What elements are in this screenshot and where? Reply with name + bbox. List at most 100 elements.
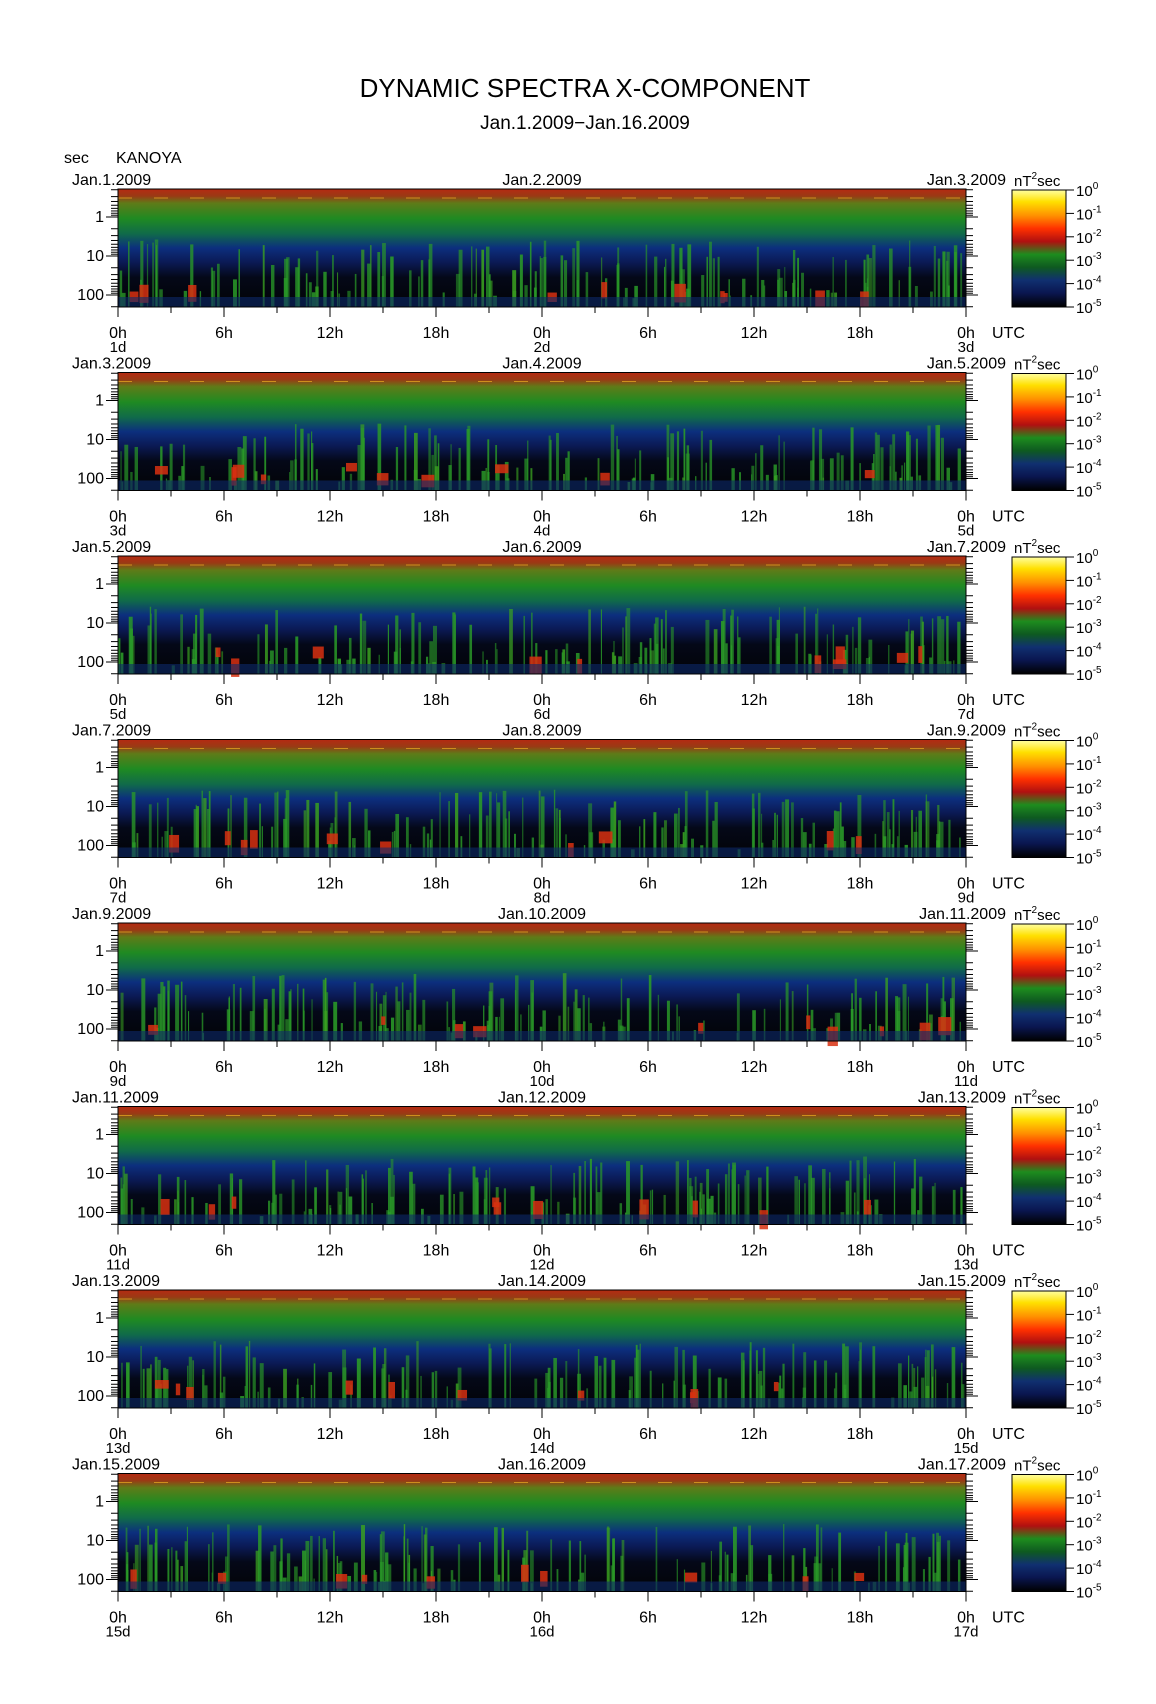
colorbar-tick-label: 10-5: [1076, 665, 1102, 684]
colorbar: [1011, 373, 1067, 491]
x-axis-ticks: [117, 1591, 967, 1602]
x-axis-ticks: [117, 307, 967, 317]
colorbar-unit: nT2sec: [1014, 171, 1061, 190]
x-tick-label: 0h: [109, 1243, 127, 1260]
colorbar-tick-label: 10-1: [1076, 388, 1102, 407]
y-tick-label: 10: [86, 1533, 104, 1550]
colorbar-unit: nT2sec: [1014, 905, 1061, 924]
x-unit-label: UTC: [992, 509, 1025, 526]
panel-day-right: 7d: [958, 706, 975, 723]
x-tick-label: 0h: [109, 509, 127, 526]
panel-day-left: 5d: [110, 706, 127, 723]
y-axis-ticks: [106, 1290, 978, 1409]
station-label: KANOYA: [116, 150, 182, 167]
colorbar: [1011, 1107, 1067, 1225]
panel-date-left: Jan.9.2009: [72, 906, 151, 923]
panels-container: Jan.1.2009 Jan.2.2009 Jan.3.2009 nT2sec 1 10 1…: [72, 171, 1102, 1641]
panel-date-right: Jan.17.2009: [918, 1457, 1006, 1474]
x-axis-ticks: [117, 1041, 967, 1051]
x-tick-label: 0h: [957, 509, 975, 526]
colorbar-tick-label: 10-1: [1076, 1489, 1102, 1508]
y-axis-ticks: [106, 739, 978, 858]
colorbar-tick-label: 10-5: [1076, 298, 1102, 317]
y-tick-label: 10: [86, 615, 104, 632]
panel-day-right: 13d: [953, 1257, 978, 1274]
x-tick-label: 12h: [317, 1610, 344, 1627]
panel-day-left: 7d: [110, 890, 127, 907]
x-tick-label: 0h: [957, 1243, 975, 1260]
x-tick-label: 12h: [317, 1426, 344, 1443]
colorbar-unit: nT2sec: [1014, 1456, 1061, 1475]
x-tick-label: 0h: [957, 1426, 975, 1443]
colorbar-tick-label: 10-2: [1076, 411, 1102, 430]
x-tick-label: 18h: [423, 1426, 450, 1443]
panel-date-mid: Jan.4.2009: [502, 356, 581, 373]
colorbar-tick-label: 10-4: [1076, 1192, 1102, 1211]
colorbar-tick-label: 10-3: [1076, 618, 1102, 637]
y-tick-label: 1: [95, 760, 104, 777]
colorbar-tick-label: 10-4: [1076, 1009, 1102, 1028]
x-tick-label: 0h: [533, 325, 551, 342]
y-tick-label: 1: [95, 1310, 104, 1327]
colorbar: [1011, 556, 1067, 675]
colorbar-tick-label: 10-3: [1076, 1352, 1102, 1371]
panel-date-mid: Jan.16.2009: [498, 1457, 586, 1474]
y-tick-label: 10: [86, 982, 104, 999]
x-unit-label: UTC: [992, 876, 1025, 893]
colorbar-unit: nT2sec: [1014, 1272, 1061, 1291]
panel-date-left: Jan.13.2009: [72, 1273, 160, 1290]
colorbar-tick-label: 10-4: [1076, 275, 1102, 294]
panel-date-right: Jan.15.2009: [918, 1273, 1006, 1290]
panel-date-mid: Jan.2.2009: [502, 172, 581, 189]
panel-day-left: 15d: [105, 1624, 130, 1641]
panel-day-mid: 4d: [534, 523, 551, 540]
x-tick-label: 18h: [423, 509, 450, 526]
x-tick-label: 18h: [847, 876, 874, 893]
spectrum-panel: Jan.3.2009 Jan.4.2009 Jan.5.2009 nT2sec 1 10 1…: [72, 355, 1102, 540]
x-tick-label: 6h: [639, 1426, 657, 1443]
y-tick-label: 100: [77, 1388, 104, 1405]
x-tick-label: 12h: [741, 1426, 768, 1443]
panel-day-left: 11d: [106, 1257, 130, 1274]
x-axis-ticks: [117, 857, 967, 868]
x-tick-label: 6h: [639, 876, 657, 893]
y-axis-ticks: [106, 189, 978, 308]
x-tick-label: 0h: [957, 692, 975, 709]
panel-day-right: 3d: [958, 339, 975, 356]
spectrum-panel: Jan.13.2009 Jan.14.2009 Jan.15.2009 nT2sec 1…: [72, 1272, 1102, 1457]
x-tick-label: 6h: [215, 509, 233, 526]
x-tick-label: 0h: [533, 509, 551, 526]
spectrum-panel: Jan.9.2009 Jan.10.2009 Jan.11.2009 nT2sec11…: [72, 905, 1102, 1090]
colorbar-tick-label: 10-1: [1076, 1305, 1102, 1324]
panel-day-right: 15d: [953, 1440, 978, 1457]
panel-day-mid: 10d: [529, 1073, 554, 1090]
x-tick-label: 6h: [215, 692, 233, 709]
panel-day-right: 9d: [958, 890, 975, 907]
x-tick-label: 12h: [317, 325, 344, 342]
x-tick-label: 0h: [533, 692, 551, 709]
spectrum-activity: [118, 239, 966, 308]
y-tick-label: 10: [86, 1349, 104, 1366]
colorbar-tick-label: 10-2: [1076, 595, 1102, 614]
colorbar: [1011, 740, 1067, 858]
panel-date-right: Jan.3.2009: [927, 172, 1006, 189]
x-tick-label: 0h: [533, 1426, 551, 1443]
x-tick-label: 6h: [215, 325, 233, 342]
colorbar-tick-label: 10-2: [1076, 1512, 1102, 1531]
x-tick-label: 0h: [109, 692, 127, 709]
panel-day-right: 11d: [954, 1073, 978, 1090]
x-unit-label: UTC: [992, 1610, 1025, 1627]
colorbar-tick-label: 10-5: [1076, 849, 1102, 868]
spectrum-activity: [118, 789, 966, 858]
colorbar-unit: nT2sec: [1014, 1089, 1061, 1108]
y-tick-label: 100: [77, 654, 104, 671]
colorbar-tick-label: 10-5: [1076, 482, 1102, 501]
x-tick-label: 0h: [957, 325, 975, 342]
x-tick-label: 6h: [215, 1059, 233, 1076]
y-axis-ticks: [106, 1473, 978, 1592]
x-tick-label: 6h: [639, 1059, 657, 1076]
x-axis-ticks: [117, 490, 967, 501]
x-unit-label: UTC: [992, 1243, 1025, 1260]
colorbar-tick-label: 10-4: [1076, 1559, 1102, 1578]
